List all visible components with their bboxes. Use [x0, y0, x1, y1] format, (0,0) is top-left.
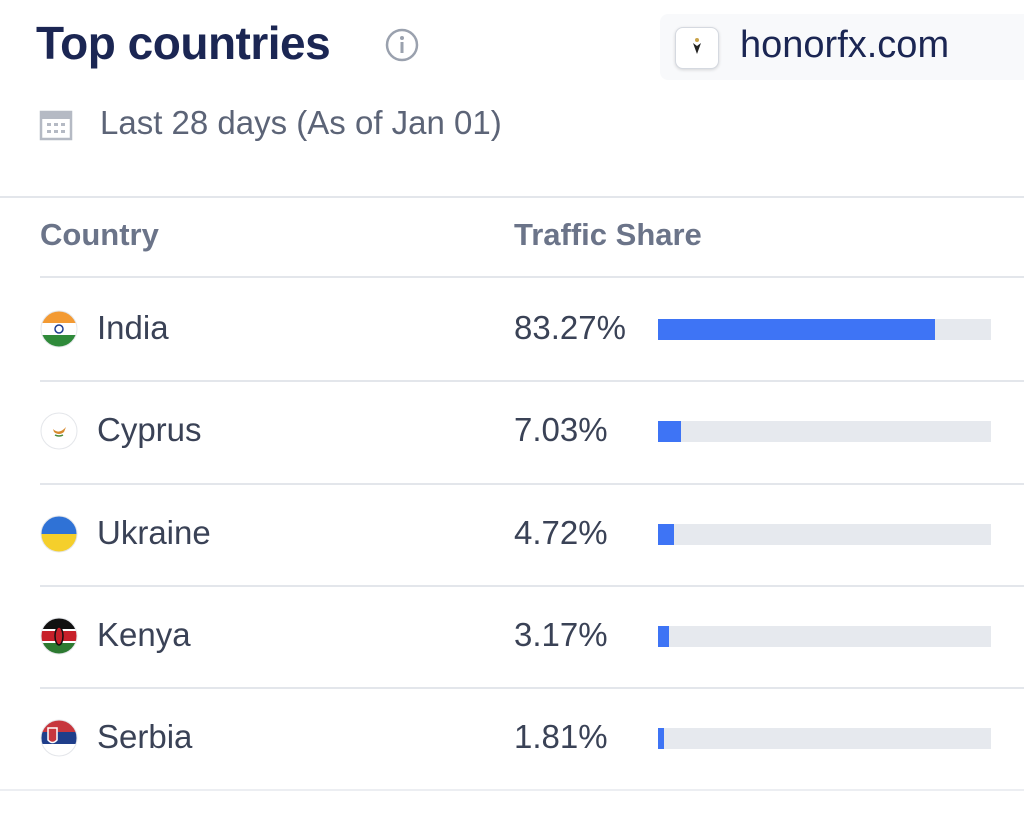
domain-chip[interactable] — [660, 14, 1024, 80]
row-divider — [40, 584, 1024, 587]
country-name: India — [97, 309, 169, 347]
bar-track — [658, 523, 991, 545]
traffic-share: 3.17% — [514, 616, 608, 654]
bar — [658, 626, 669, 648]
country-name: Serbia — [97, 718, 193, 756]
flag — [40, 412, 78, 450]
favicon — [675, 27, 719, 69]
traffic-share: 7.03% — [514, 411, 608, 449]
country-name: Kenya — [97, 616, 191, 654]
traffic-share: 83.27% — [514, 309, 626, 347]
row-divider — [40, 687, 1024, 690]
bar — [658, 523, 674, 545]
row-divider — [40, 482, 1024, 485]
row-divider — [40, 276, 1024, 278]
country-name: Ukraine — [97, 513, 211, 551]
flag — [40, 719, 78, 757]
bar — [658, 728, 665, 750]
divider — [0, 196, 1024, 198]
info-icon[interactable] — [385, 28, 419, 62]
flag — [40, 310, 78, 348]
country-name: Cyprus — [97, 411, 202, 449]
bar-track — [658, 319, 991, 341]
bar-track — [658, 421, 991, 443]
widget-title: Top countries — [36, 17, 331, 69]
bar — [658, 319, 936, 341]
bar-track — [658, 626, 991, 648]
flag — [40, 515, 78, 553]
flag — [40, 617, 78, 655]
column-header: Country — [40, 217, 159, 252]
domain[interactable]: honorfx.com — [740, 24, 950, 66]
period: Last 28 days (As of Jan 01) — [100, 104, 502, 141]
row-divider — [40, 380, 1024, 383]
traffic-share: 1.81% — [514, 718, 608, 756]
bar-track — [658, 728, 991, 750]
divider — [0, 789, 1024, 791]
column-header: Traffic Share — [514, 217, 702, 252]
traffic-share: 4.72% — [514, 513, 608, 551]
calendar-icon — [39, 110, 73, 141]
bar — [658, 421, 682, 443]
